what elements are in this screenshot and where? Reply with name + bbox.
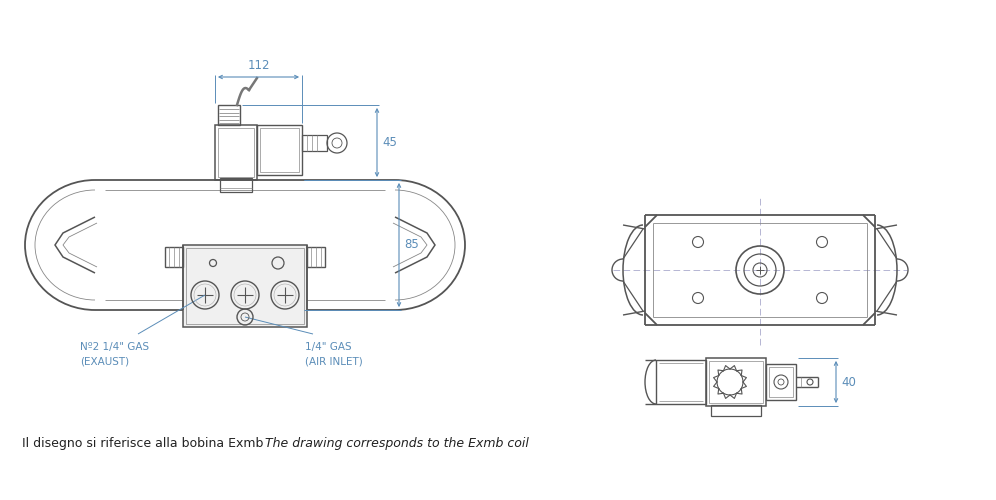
- Bar: [307, 247, 325, 267]
- Bar: [711, 405, 761, 416]
- Bar: [656, 360, 706, 404]
- Text: 85: 85: [404, 238, 418, 252]
- Text: Il disegno si riferisce alla bobina Exmb: Il disegno si riferisce alla bobina Exmb: [22, 437, 263, 450]
- Text: 45: 45: [382, 136, 396, 149]
- Bar: [709, 361, 763, 403]
- Text: Nº2 1/4" GAS
(EXAUST): Nº2 1/4" GAS (EXAUST): [80, 342, 149, 366]
- Bar: [706, 358, 766, 406]
- Text: The drawing corresponds to the Exmb coil: The drawing corresponds to the Exmb coil: [265, 437, 529, 450]
- Bar: [165, 247, 183, 267]
- Text: 40: 40: [841, 376, 856, 388]
- Bar: [260, 128, 299, 172]
- Text: 1/4" GAS
(AIR INLET): 1/4" GAS (AIR INLET): [305, 342, 363, 366]
- Bar: [769, 367, 793, 397]
- Bar: [766, 364, 796, 400]
- Bar: [220, 178, 252, 192]
- Bar: [186, 248, 304, 324]
- Bar: [183, 245, 307, 327]
- Bar: [215, 125, 257, 180]
- Bar: [218, 105, 240, 125]
- Bar: [302, 135, 327, 151]
- Bar: [218, 128, 254, 177]
- Bar: [257, 125, 302, 175]
- Text: 112: 112: [247, 59, 270, 72]
- Bar: [183, 245, 307, 327]
